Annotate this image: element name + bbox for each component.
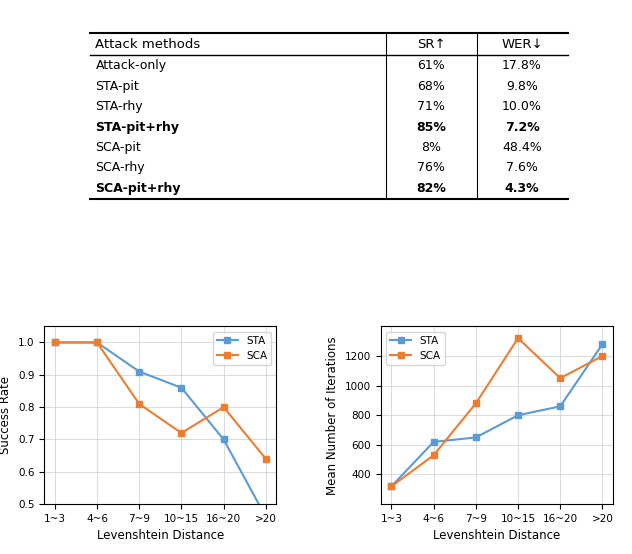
STA bbox=[472, 434, 480, 441]
Text: SCA-pit: SCA-pit bbox=[95, 141, 141, 154]
STA bbox=[557, 403, 564, 409]
X-axis label: Levenshtein Distance: Levenshtein Distance bbox=[97, 530, 224, 542]
SCA bbox=[93, 339, 100, 346]
Text: 10.0%: 10.0% bbox=[502, 100, 542, 113]
Text: 4.3%: 4.3% bbox=[505, 182, 539, 195]
Text: Attack-only: Attack-only bbox=[95, 59, 167, 72]
SCA bbox=[472, 400, 480, 407]
Text: 9.8%: 9.8% bbox=[506, 80, 538, 93]
Text: STA-pit+rhy: STA-pit+rhy bbox=[95, 121, 179, 134]
Text: 85%: 85% bbox=[416, 121, 446, 134]
Text: SR↑: SR↑ bbox=[416, 38, 446, 51]
Text: STA-pit: STA-pit bbox=[95, 80, 139, 93]
STA bbox=[135, 368, 143, 375]
Y-axis label: Success Rate: Success Rate bbox=[0, 376, 13, 454]
Legend: STA, SCA: STA, SCA bbox=[386, 331, 445, 365]
Text: Attack methods: Attack methods bbox=[95, 38, 201, 51]
Text: 76%: 76% bbox=[417, 161, 445, 175]
SCA bbox=[387, 483, 395, 490]
Text: 82%: 82% bbox=[416, 182, 446, 195]
Text: 48.4%: 48.4% bbox=[502, 141, 542, 154]
Text: STA-rhy: STA-rhy bbox=[95, 100, 143, 113]
STA bbox=[514, 412, 522, 418]
Text: 68%: 68% bbox=[417, 80, 445, 93]
SCA bbox=[178, 430, 185, 437]
SCA bbox=[599, 352, 606, 359]
SCA bbox=[262, 455, 270, 462]
STA bbox=[599, 341, 606, 347]
Line: STA: STA bbox=[52, 340, 269, 520]
STA bbox=[178, 384, 185, 391]
Text: 7.6%: 7.6% bbox=[506, 161, 538, 175]
STA bbox=[387, 483, 395, 490]
SCA bbox=[220, 404, 228, 411]
Line: SCA: SCA bbox=[52, 340, 269, 462]
Text: 17.8%: 17.8% bbox=[502, 59, 542, 72]
Text: WER↓: WER↓ bbox=[501, 38, 543, 51]
Line: STA: STA bbox=[388, 341, 605, 490]
Text: 61%: 61% bbox=[417, 59, 445, 72]
SCA bbox=[51, 339, 59, 346]
STA bbox=[262, 514, 270, 520]
STA bbox=[51, 339, 59, 346]
Text: SCA-rhy: SCA-rhy bbox=[95, 161, 145, 175]
STA bbox=[93, 339, 100, 346]
Text: 71%: 71% bbox=[417, 100, 445, 113]
Line: SCA: SCA bbox=[388, 335, 605, 490]
SCA bbox=[514, 335, 522, 341]
STA bbox=[220, 436, 228, 443]
SCA bbox=[135, 401, 143, 407]
SCA bbox=[430, 452, 437, 459]
Text: 7.2%: 7.2% bbox=[505, 121, 539, 134]
Y-axis label: Mean Number of Iterations: Mean Number of Iterations bbox=[326, 336, 339, 495]
Text: SCA-pit+rhy: SCA-pit+rhy bbox=[95, 182, 181, 195]
Text: 8%: 8% bbox=[421, 141, 441, 154]
Legend: STA, SCA: STA, SCA bbox=[212, 331, 271, 365]
X-axis label: Levenshtein Distance: Levenshtein Distance bbox=[434, 530, 561, 542]
STA bbox=[430, 439, 437, 445]
SCA bbox=[557, 375, 564, 382]
